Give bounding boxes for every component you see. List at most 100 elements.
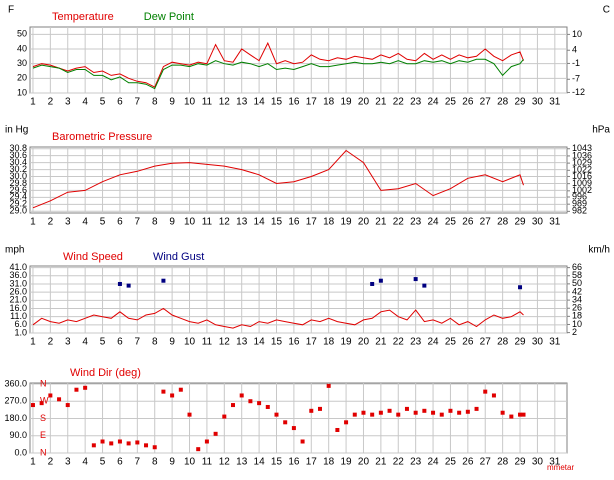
x-tick-label: 25 (445, 97, 457, 108)
y2-tick-label: -7 (572, 74, 580, 84)
x-tick-label: 5 (100, 457, 106, 468)
data-point (448, 408, 453, 413)
y2-tick-label: 26 (572, 303, 582, 313)
y-tick-label: 29.0 (9, 206, 27, 216)
x-tick-label: 3 (65, 97, 71, 108)
y-tick-label: 30.0 (9, 171, 27, 181)
x-tick-label: 3 (65, 217, 71, 228)
y2-tick-label: 58 (572, 270, 582, 280)
x-tick-label: 4 (82, 97, 88, 108)
x-tick-label: 2 (48, 217, 54, 228)
x-tick-label: 29 (514, 457, 526, 468)
y-tick-label: 30 (17, 58, 27, 68)
data-point (387, 408, 392, 413)
x-tick-label: 31 (549, 217, 561, 228)
y2-tick-label: 1009 (572, 178, 592, 188)
y2-tick-label: 18 (572, 311, 582, 321)
data-point (431, 410, 436, 415)
data-point (309, 408, 314, 413)
x-tick-label: 2 (48, 337, 54, 348)
x-tick-label: 8 (152, 457, 158, 468)
y-axis-label: mph (5, 245, 24, 256)
x-tick-label: 30 (532, 97, 544, 108)
x-tick-label: 25 (445, 217, 457, 228)
x-tick-label: 21 (375, 97, 387, 108)
x-tick-label: 6 (117, 97, 123, 108)
data-point (117, 439, 122, 444)
data-point (187, 412, 192, 417)
x-tick-label: 2 (48, 457, 54, 468)
x-tick-label: 15 (271, 217, 283, 228)
x-tick-label: 21 (375, 217, 387, 228)
data-point (300, 439, 305, 444)
data-point (83, 385, 88, 390)
data-point (144, 443, 149, 448)
x-tick-label: 14 (254, 97, 266, 108)
x-tick-label: 19 (341, 217, 353, 228)
x-tick-label: 10 (184, 97, 196, 108)
x-tick-label: 20 (358, 457, 370, 468)
x-tick-label: 2 (48, 97, 54, 108)
data-point (361, 410, 366, 415)
x-tick-label: 8 (152, 337, 158, 348)
x-tick-label: 24 (427, 457, 439, 468)
data-point (135, 440, 140, 445)
x-tick-label: 12 (219, 97, 231, 108)
y2-axis-label: km/h (588, 245, 610, 256)
y-axis-label: in Hg (5, 125, 28, 136)
x-tick-label: 4 (82, 217, 88, 228)
x-tick-label: 15 (271, 457, 283, 468)
y-tick-label: 90.0 (9, 430, 27, 440)
x-tick-label: 20 (358, 97, 370, 108)
x-tick-label: 29 (514, 97, 526, 108)
x-tick-label: 30 (532, 457, 544, 468)
data-point (213, 431, 218, 436)
x-tick-label: 7 (135, 337, 141, 348)
y-tick-label: 6.0 (14, 319, 27, 329)
legend-entry: Barometric Pressure (52, 131, 152, 143)
y-tick-label: 270.0 (4, 396, 27, 406)
data-point (509, 414, 514, 419)
data-point (126, 441, 131, 446)
x-tick-label: 9 (169, 217, 175, 228)
x-tick-label: 20 (358, 217, 370, 228)
data-point (117, 281, 122, 286)
data-point (170, 393, 175, 398)
x-tick-label: 13 (236, 457, 248, 468)
x-tick-label: 29 (514, 217, 526, 228)
data-point (204, 439, 209, 444)
legend-entry: Dew Point (144, 11, 194, 23)
x-tick-label: 10 (184, 217, 196, 228)
y-tick-label: 360.0 (4, 378, 27, 388)
y-tick-label: 0.0 (14, 447, 27, 457)
data-point (48, 393, 53, 398)
data-point (74, 387, 79, 392)
compass-label: N (40, 447, 47, 457)
x-tick-label: 18 (323, 457, 335, 468)
y-tick-label: 29.2 (9, 199, 27, 209)
x-tick-label: 13 (236, 337, 248, 348)
x-tick-label: 13 (236, 97, 248, 108)
x-tick-label: 26 (462, 97, 474, 108)
x-tick-label: 15 (271, 97, 283, 108)
y-tick-label: 29.8 (9, 178, 27, 188)
x-tick-label: 30 (532, 217, 544, 228)
x-tick-label: 25 (445, 337, 457, 348)
data-point (91, 443, 96, 448)
y-tick-label: 31.0 (9, 278, 27, 288)
data-point (474, 406, 479, 411)
y2-tick-label: 989 (572, 199, 587, 209)
x-tick-label: 26 (462, 217, 474, 228)
x-tick-label: 18 (323, 217, 335, 228)
x-tick-label: 25 (445, 457, 457, 468)
x-tick-label: 27 (480, 217, 492, 228)
x-tick-label: 16 (288, 97, 300, 108)
y2-tick-label: 1002 (572, 185, 592, 195)
x-tick-label: 16 (288, 457, 300, 468)
x-tick-label: 31 (549, 97, 561, 108)
y-tick-label: 1.0 (14, 327, 27, 337)
x-tick-label: 7 (135, 457, 141, 468)
data-point (370, 281, 375, 286)
x-tick-label: 19 (341, 337, 353, 348)
data-point (274, 412, 279, 417)
